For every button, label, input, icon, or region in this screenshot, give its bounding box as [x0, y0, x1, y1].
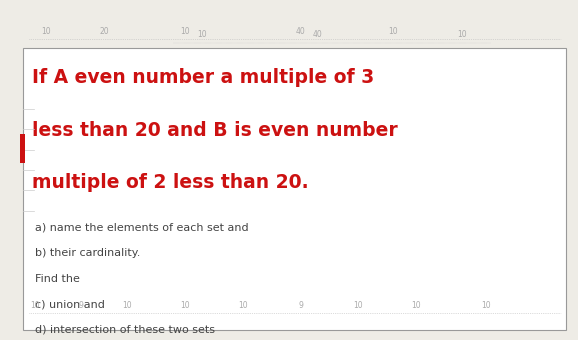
FancyBboxPatch shape — [23, 48, 566, 330]
Text: Find the: Find the — [35, 274, 80, 284]
Text: multiple of 2 less than 20.: multiple of 2 less than 20. — [32, 173, 309, 192]
Text: 9: 9 — [79, 302, 83, 310]
Text: 10: 10 — [458, 30, 467, 39]
Text: b) their cardinality.: b) their cardinality. — [35, 248, 140, 258]
Text: d) intersection of these two sets: d) intersection of these two sets — [35, 325, 214, 335]
Text: 10: 10 — [412, 302, 421, 310]
Text: 20: 20 — [99, 27, 109, 36]
Text: 10: 10 — [123, 302, 132, 310]
Text: If A even number a multiple of 3: If A even number a multiple of 3 — [32, 68, 374, 87]
Text: 10: 10 — [388, 27, 398, 36]
Text: 10: 10 — [238, 302, 247, 310]
Text: 40: 40 — [296, 27, 305, 36]
Text: 10: 10 — [30, 302, 39, 310]
Text: 10: 10 — [354, 302, 363, 310]
FancyBboxPatch shape — [20, 134, 25, 163]
Text: less than 20 and B is even number: less than 20 and B is even number — [32, 121, 398, 140]
Text: 10: 10 — [42, 27, 51, 36]
Text: 10: 10 — [180, 302, 190, 310]
Text: 40: 40 — [313, 30, 323, 39]
Text: 10: 10 — [180, 27, 190, 36]
Text: 9: 9 — [298, 302, 303, 310]
Text: c) union and: c) union and — [35, 299, 105, 309]
Text: 10: 10 — [481, 302, 490, 310]
Text: a) name the elements of each set and: a) name the elements of each set and — [35, 223, 249, 233]
Text: 10: 10 — [198, 30, 207, 39]
